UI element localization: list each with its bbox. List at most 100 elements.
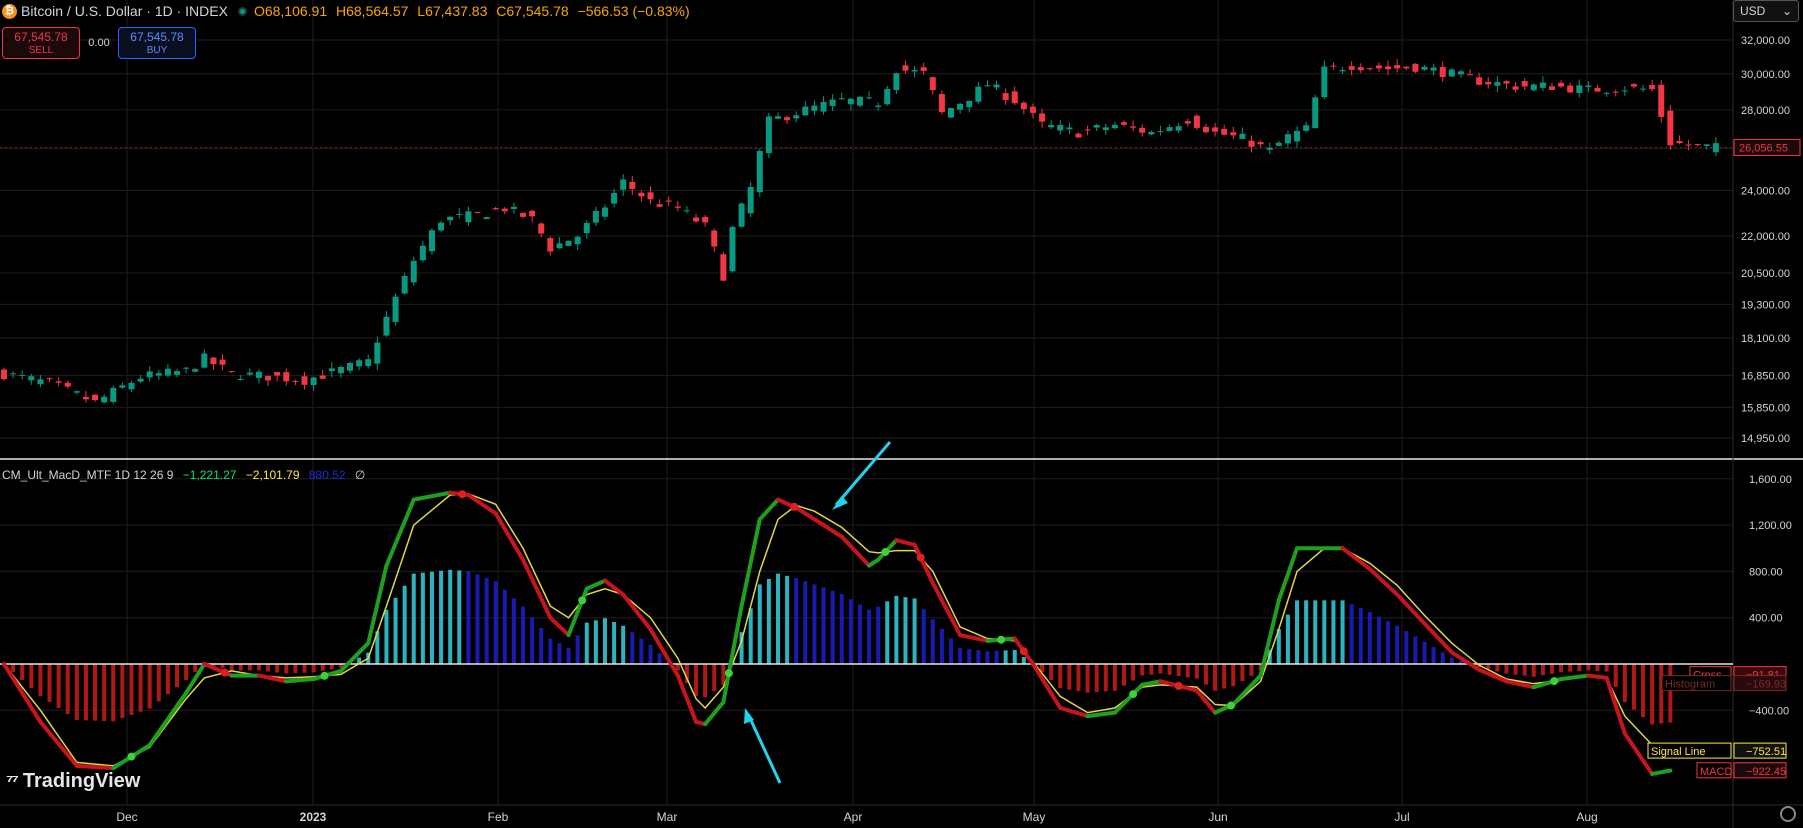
candle-body xyxy=(337,366,344,374)
histogram-bar xyxy=(1659,664,1664,724)
candle-body xyxy=(966,100,973,108)
candle-body xyxy=(210,357,217,365)
candle-body xyxy=(347,362,354,371)
candle-body xyxy=(738,203,745,227)
histogram-bar xyxy=(1158,664,1163,674)
candle-body xyxy=(82,396,89,400)
candle-body xyxy=(1594,87,1601,92)
cross-dot xyxy=(127,752,136,761)
candle-body xyxy=(629,181,636,189)
candle-body xyxy=(938,94,945,113)
macd-line-segment xyxy=(1231,673,1263,707)
histogram-bar xyxy=(657,653,662,664)
histogram-bar xyxy=(393,597,398,664)
candle-body xyxy=(174,371,181,375)
indicator-value-text: −169.93 xyxy=(1746,679,1786,691)
indicator-value-badge xyxy=(1733,675,1787,692)
candle-body xyxy=(1202,126,1209,133)
candle-body xyxy=(1658,84,1665,117)
sell-button[interactable]: 67,545.78 SELL xyxy=(2,27,80,59)
histogram-bar xyxy=(1404,631,1409,664)
candle-body xyxy=(1539,82,1546,88)
price-axis-tick-label: 18,100.00 xyxy=(1741,333,1790,345)
candle-body xyxy=(1385,66,1392,70)
indicator-label-badge xyxy=(1696,762,1732,779)
candle-body xyxy=(146,371,153,378)
gear-icon[interactable] xyxy=(1780,806,1796,822)
histogram-bar xyxy=(621,625,626,664)
histogram-bar xyxy=(1304,600,1309,664)
price-axis-tick-label: 15,850.00 xyxy=(1741,402,1790,414)
cross-dot xyxy=(916,553,925,562)
time-axis-tick-label: Apr xyxy=(844,810,863,824)
histogram-bar xyxy=(1149,664,1154,675)
candle-body xyxy=(611,193,618,204)
candle-body xyxy=(1321,66,1328,98)
symbol-title[interactable]: Bitcoin / U.S. Dollar · 1D · INDEX xyxy=(21,3,228,19)
candle-body xyxy=(601,207,608,217)
histogram-bar xyxy=(1486,664,1491,670)
candle-body xyxy=(1029,106,1036,113)
macd-line-segment xyxy=(1604,675,1627,736)
histogram-bar xyxy=(102,664,107,721)
macd-line-segment xyxy=(1622,731,1655,776)
candle-body xyxy=(838,98,845,100)
candle-body xyxy=(1312,97,1319,129)
histogram-bar xyxy=(1349,604,1354,664)
cross-dot xyxy=(997,635,1006,644)
histogram-bar xyxy=(721,664,726,686)
buy-label: BUY xyxy=(146,45,168,56)
currency-label: USD xyxy=(1740,4,1766,18)
histogram-bar xyxy=(284,664,289,674)
macd-line-segment xyxy=(1449,650,1482,672)
candle-body xyxy=(1621,90,1628,92)
candle-body xyxy=(674,206,681,208)
time-axis-tick-label: 2023 xyxy=(300,810,327,824)
buy-button[interactable]: 67,545.78 BUY xyxy=(118,27,196,59)
histogram-bar xyxy=(839,593,844,664)
candle-body xyxy=(1649,85,1656,90)
histogram-bar xyxy=(229,664,234,671)
macd-line-segment xyxy=(839,534,872,568)
candle-body xyxy=(1457,71,1464,75)
currency-select[interactable]: USD ⌄ xyxy=(1733,0,1799,22)
macd-line-segment xyxy=(366,563,389,646)
candle-body xyxy=(1303,125,1310,131)
candle-body xyxy=(529,210,536,217)
histogram-bar xyxy=(11,664,16,672)
candle-body xyxy=(693,217,700,222)
candle-body xyxy=(1548,86,1555,90)
candle-body xyxy=(310,377,317,386)
histogram-bar xyxy=(584,622,589,664)
candle-body xyxy=(192,369,199,372)
histogram-bar xyxy=(967,649,972,664)
histogram-bar xyxy=(329,664,334,670)
histogram-bar xyxy=(165,664,170,695)
candle-body xyxy=(1412,63,1419,72)
histogram-bar xyxy=(848,599,853,664)
candle-body xyxy=(1494,82,1501,86)
histogram-bar xyxy=(29,664,34,688)
price-axis-tick-label: 30,000.00 xyxy=(1741,69,1790,81)
candle-body xyxy=(720,254,727,281)
indicator-axis-tick-label: 1,600.00 xyxy=(1749,474,1792,486)
candle-body xyxy=(137,378,144,382)
histogram-bar xyxy=(821,587,826,664)
histogram-bar xyxy=(1559,664,1564,673)
indicator-legend[interactable]: CM_Ult_MacD_MTF 1D 12 26 9 −1,221.27 −2,… xyxy=(2,468,365,482)
candle-body xyxy=(638,192,645,197)
histogram-bar xyxy=(384,609,389,664)
histogram-bar xyxy=(612,621,617,664)
market-status-icon[interactable] xyxy=(237,6,247,16)
cross-dot xyxy=(881,547,890,556)
cross-dot xyxy=(1550,677,1559,686)
macd-line-segment xyxy=(648,627,680,678)
histogram-bar xyxy=(939,628,944,664)
tradingview-logo[interactable]: ⁷⁷ TradingView xyxy=(6,770,140,793)
annotation-arrow xyxy=(746,713,782,784)
sell-price: 67,545.78 xyxy=(14,30,68,44)
histogram-bar xyxy=(684,664,689,684)
histogram-bar xyxy=(302,664,307,673)
histogram-bar xyxy=(138,664,143,712)
